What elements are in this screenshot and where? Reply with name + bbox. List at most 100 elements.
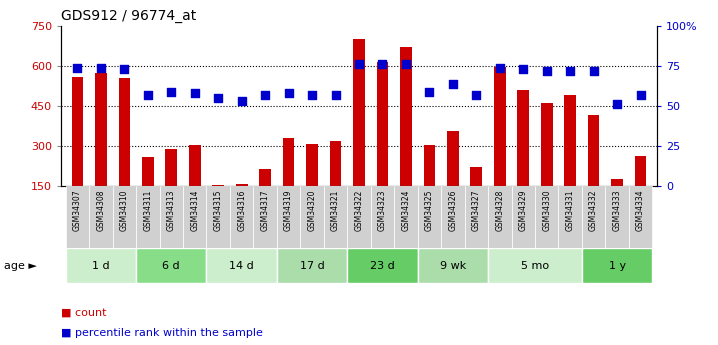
Bar xyxy=(159,186,183,281)
Bar xyxy=(400,47,412,186)
Text: 17 d: 17 d xyxy=(299,261,325,270)
Bar xyxy=(324,186,348,281)
Text: GSM34320: GSM34320 xyxy=(307,189,317,231)
Bar xyxy=(418,186,441,281)
Text: 23 d: 23 d xyxy=(370,261,395,270)
Text: 6 d: 6 d xyxy=(162,261,180,270)
Text: GSM34315: GSM34315 xyxy=(214,189,223,231)
Bar xyxy=(165,149,177,186)
Text: 1 d: 1 d xyxy=(92,261,110,270)
Text: GSM34334: GSM34334 xyxy=(636,189,645,231)
Point xyxy=(635,92,646,98)
Bar xyxy=(277,248,348,283)
Bar xyxy=(283,138,294,186)
Bar xyxy=(136,186,159,281)
Bar xyxy=(348,248,418,283)
Text: GSM34317: GSM34317 xyxy=(261,189,270,231)
Text: GSM34310: GSM34310 xyxy=(120,189,129,231)
Point xyxy=(259,92,271,98)
Bar xyxy=(394,186,418,281)
Point xyxy=(470,92,482,98)
Text: GSM34319: GSM34319 xyxy=(284,189,293,231)
Bar xyxy=(588,116,600,186)
Bar xyxy=(348,186,370,281)
Text: 9 wk: 9 wk xyxy=(439,261,466,270)
Text: GSM34311: GSM34311 xyxy=(144,189,152,230)
Bar xyxy=(541,104,553,186)
Text: GSM34321: GSM34321 xyxy=(331,189,340,230)
Bar xyxy=(470,167,482,186)
Point xyxy=(166,89,177,95)
Point xyxy=(377,62,388,67)
Bar xyxy=(236,184,248,186)
Point xyxy=(494,65,505,70)
Bar xyxy=(213,185,224,186)
Text: GSM34314: GSM34314 xyxy=(190,189,200,231)
Point xyxy=(564,68,576,73)
Text: GSM34328: GSM34328 xyxy=(495,189,504,230)
Point xyxy=(588,68,600,73)
Bar xyxy=(89,186,113,281)
Bar xyxy=(611,179,623,186)
Bar xyxy=(277,186,300,281)
Point xyxy=(447,81,459,86)
Point xyxy=(518,67,529,72)
Bar xyxy=(72,77,83,186)
Text: GSM34316: GSM34316 xyxy=(237,189,246,231)
Text: 14 d: 14 d xyxy=(229,261,254,270)
Bar xyxy=(118,78,130,186)
Bar xyxy=(377,62,388,186)
Bar xyxy=(564,95,576,186)
Bar xyxy=(465,186,488,281)
Bar xyxy=(605,186,629,281)
Text: GSM34313: GSM34313 xyxy=(167,189,176,231)
Text: GSM34329: GSM34329 xyxy=(518,189,528,231)
Text: GSM34333: GSM34333 xyxy=(612,189,622,231)
Text: GSM34330: GSM34330 xyxy=(542,189,551,231)
Text: GSM34324: GSM34324 xyxy=(401,189,411,231)
Point xyxy=(213,95,224,101)
Bar xyxy=(582,186,605,281)
Text: GSM34325: GSM34325 xyxy=(425,189,434,231)
Point xyxy=(72,65,83,70)
Point xyxy=(118,67,130,72)
Text: GSM34331: GSM34331 xyxy=(566,189,574,231)
Bar xyxy=(66,186,89,281)
Bar xyxy=(300,186,324,281)
Bar xyxy=(142,157,154,186)
Bar xyxy=(207,248,277,283)
Point xyxy=(400,62,411,67)
Bar xyxy=(635,156,646,186)
Bar xyxy=(207,186,230,281)
Bar xyxy=(447,131,459,186)
Bar xyxy=(253,186,277,281)
Text: GDS912 / 96774_at: GDS912 / 96774_at xyxy=(61,9,196,23)
Bar xyxy=(494,67,505,186)
Bar xyxy=(518,90,529,186)
Bar xyxy=(259,169,271,186)
Text: GSM34308: GSM34308 xyxy=(96,189,106,231)
Bar xyxy=(511,186,535,281)
Bar xyxy=(95,73,107,186)
Point xyxy=(611,102,623,107)
Bar xyxy=(535,186,559,281)
Bar xyxy=(306,144,318,186)
Bar xyxy=(488,248,582,283)
Bar xyxy=(66,248,136,283)
Text: GSM34322: GSM34322 xyxy=(355,189,363,230)
Bar xyxy=(424,145,435,186)
Text: GSM34332: GSM34332 xyxy=(589,189,598,231)
Point xyxy=(283,90,294,96)
Bar xyxy=(330,141,341,186)
Text: GSM34326: GSM34326 xyxy=(448,189,457,231)
Bar xyxy=(559,186,582,281)
Bar xyxy=(629,186,652,281)
Bar xyxy=(189,145,200,186)
Point xyxy=(353,62,365,67)
Point xyxy=(307,92,318,98)
Point xyxy=(95,65,107,70)
Text: age ►: age ► xyxy=(4,261,37,270)
Text: ■ percentile rank within the sample: ■ percentile rank within the sample xyxy=(61,328,263,338)
Point xyxy=(142,92,154,98)
Bar xyxy=(113,186,136,281)
